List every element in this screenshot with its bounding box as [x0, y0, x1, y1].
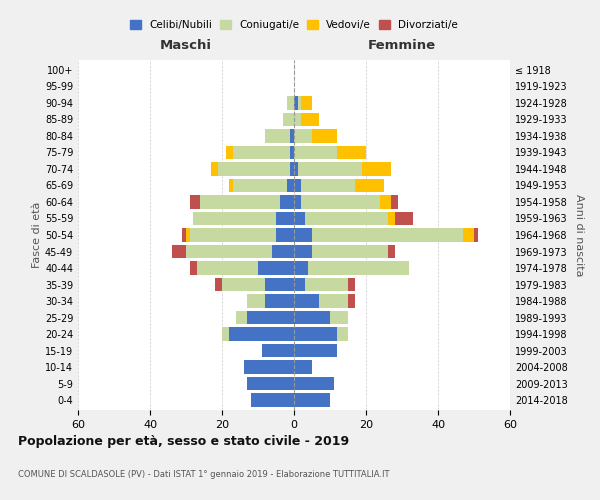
Bar	[215, 278, 222, 291]
Bar	[298, 96, 301, 110]
Bar	[294, 344, 337, 357]
Bar	[312, 245, 388, 258]
Bar	[193, 212, 276, 225]
Bar	[312, 130, 337, 142]
Bar	[233, 179, 287, 192]
Bar	[294, 212, 305, 225]
Bar	[319, 294, 348, 308]
Bar	[222, 328, 229, 340]
Bar	[301, 196, 380, 208]
Bar	[294, 245, 312, 258]
Bar	[280, 196, 294, 208]
Bar	[186, 245, 272, 258]
Bar	[355, 179, 384, 192]
Bar	[290, 130, 294, 142]
Bar	[247, 294, 265, 308]
Bar	[247, 377, 294, 390]
Bar	[265, 130, 290, 142]
Bar	[298, 162, 362, 175]
Bar	[272, 245, 294, 258]
Bar	[294, 162, 298, 175]
Bar	[197, 262, 258, 274]
Bar	[348, 278, 355, 291]
Bar	[290, 162, 294, 175]
Bar	[294, 130, 312, 142]
Bar	[294, 196, 301, 208]
Bar	[182, 228, 186, 241]
Bar	[265, 294, 294, 308]
Bar	[294, 113, 301, 126]
Bar	[312, 228, 463, 241]
Bar	[290, 146, 294, 159]
Bar	[190, 196, 200, 208]
Bar	[308, 262, 409, 274]
Bar	[294, 96, 298, 110]
Bar	[172, 245, 186, 258]
Bar	[294, 179, 301, 192]
Bar	[186, 228, 190, 241]
Bar	[294, 377, 334, 390]
Bar	[337, 328, 348, 340]
Y-axis label: Fasce di età: Fasce di età	[32, 202, 42, 268]
Bar	[388, 212, 395, 225]
Bar	[305, 278, 348, 291]
Text: Popolazione per età, sesso e stato civile - 2019: Popolazione per età, sesso e stato civil…	[18, 435, 349, 448]
Bar	[337, 146, 366, 159]
Y-axis label: Anni di nascita: Anni di nascita	[574, 194, 584, 276]
Bar	[236, 311, 247, 324]
Bar	[294, 262, 308, 274]
Bar	[362, 162, 391, 175]
Bar	[294, 328, 337, 340]
Bar	[388, 245, 395, 258]
Bar	[474, 228, 478, 241]
Bar	[200, 196, 280, 208]
Bar	[222, 278, 265, 291]
Bar	[395, 212, 413, 225]
Legend: Celibi/Nubili, Coniugati/e, Vedovi/e, Divorziati/e: Celibi/Nubili, Coniugati/e, Vedovi/e, Di…	[126, 16, 462, 34]
Bar	[233, 146, 290, 159]
Bar	[294, 360, 312, 374]
Bar	[294, 278, 305, 291]
Bar	[276, 212, 294, 225]
Bar	[330, 311, 348, 324]
Bar	[287, 96, 294, 110]
Bar	[391, 196, 398, 208]
Bar	[301, 113, 319, 126]
Bar	[294, 146, 337, 159]
Bar	[294, 228, 312, 241]
Bar	[251, 394, 294, 406]
Bar	[294, 294, 319, 308]
Bar	[218, 162, 290, 175]
Bar	[301, 179, 355, 192]
Text: Maschi: Maschi	[160, 38, 212, 52]
Bar	[305, 212, 388, 225]
Text: Femmine: Femmine	[368, 38, 436, 52]
Bar	[226, 146, 233, 159]
Bar	[348, 294, 355, 308]
Bar	[190, 228, 276, 241]
Bar	[287, 179, 294, 192]
Bar	[463, 228, 474, 241]
Bar	[190, 262, 197, 274]
Text: COMUNE DI SCALDASOLE (PV) - Dati ISTAT 1° gennaio 2019 - Elaborazione TUTTITALIA: COMUNE DI SCALDASOLE (PV) - Dati ISTAT 1…	[18, 470, 389, 479]
Bar	[244, 360, 294, 374]
Bar	[262, 344, 294, 357]
Bar	[211, 162, 218, 175]
Bar	[283, 113, 294, 126]
Bar	[229, 328, 294, 340]
Bar	[294, 311, 330, 324]
Bar	[229, 179, 233, 192]
Bar	[294, 394, 330, 406]
Bar	[380, 196, 391, 208]
Bar	[247, 311, 294, 324]
Bar	[301, 96, 312, 110]
Bar	[265, 278, 294, 291]
Bar	[276, 228, 294, 241]
Bar	[258, 262, 294, 274]
